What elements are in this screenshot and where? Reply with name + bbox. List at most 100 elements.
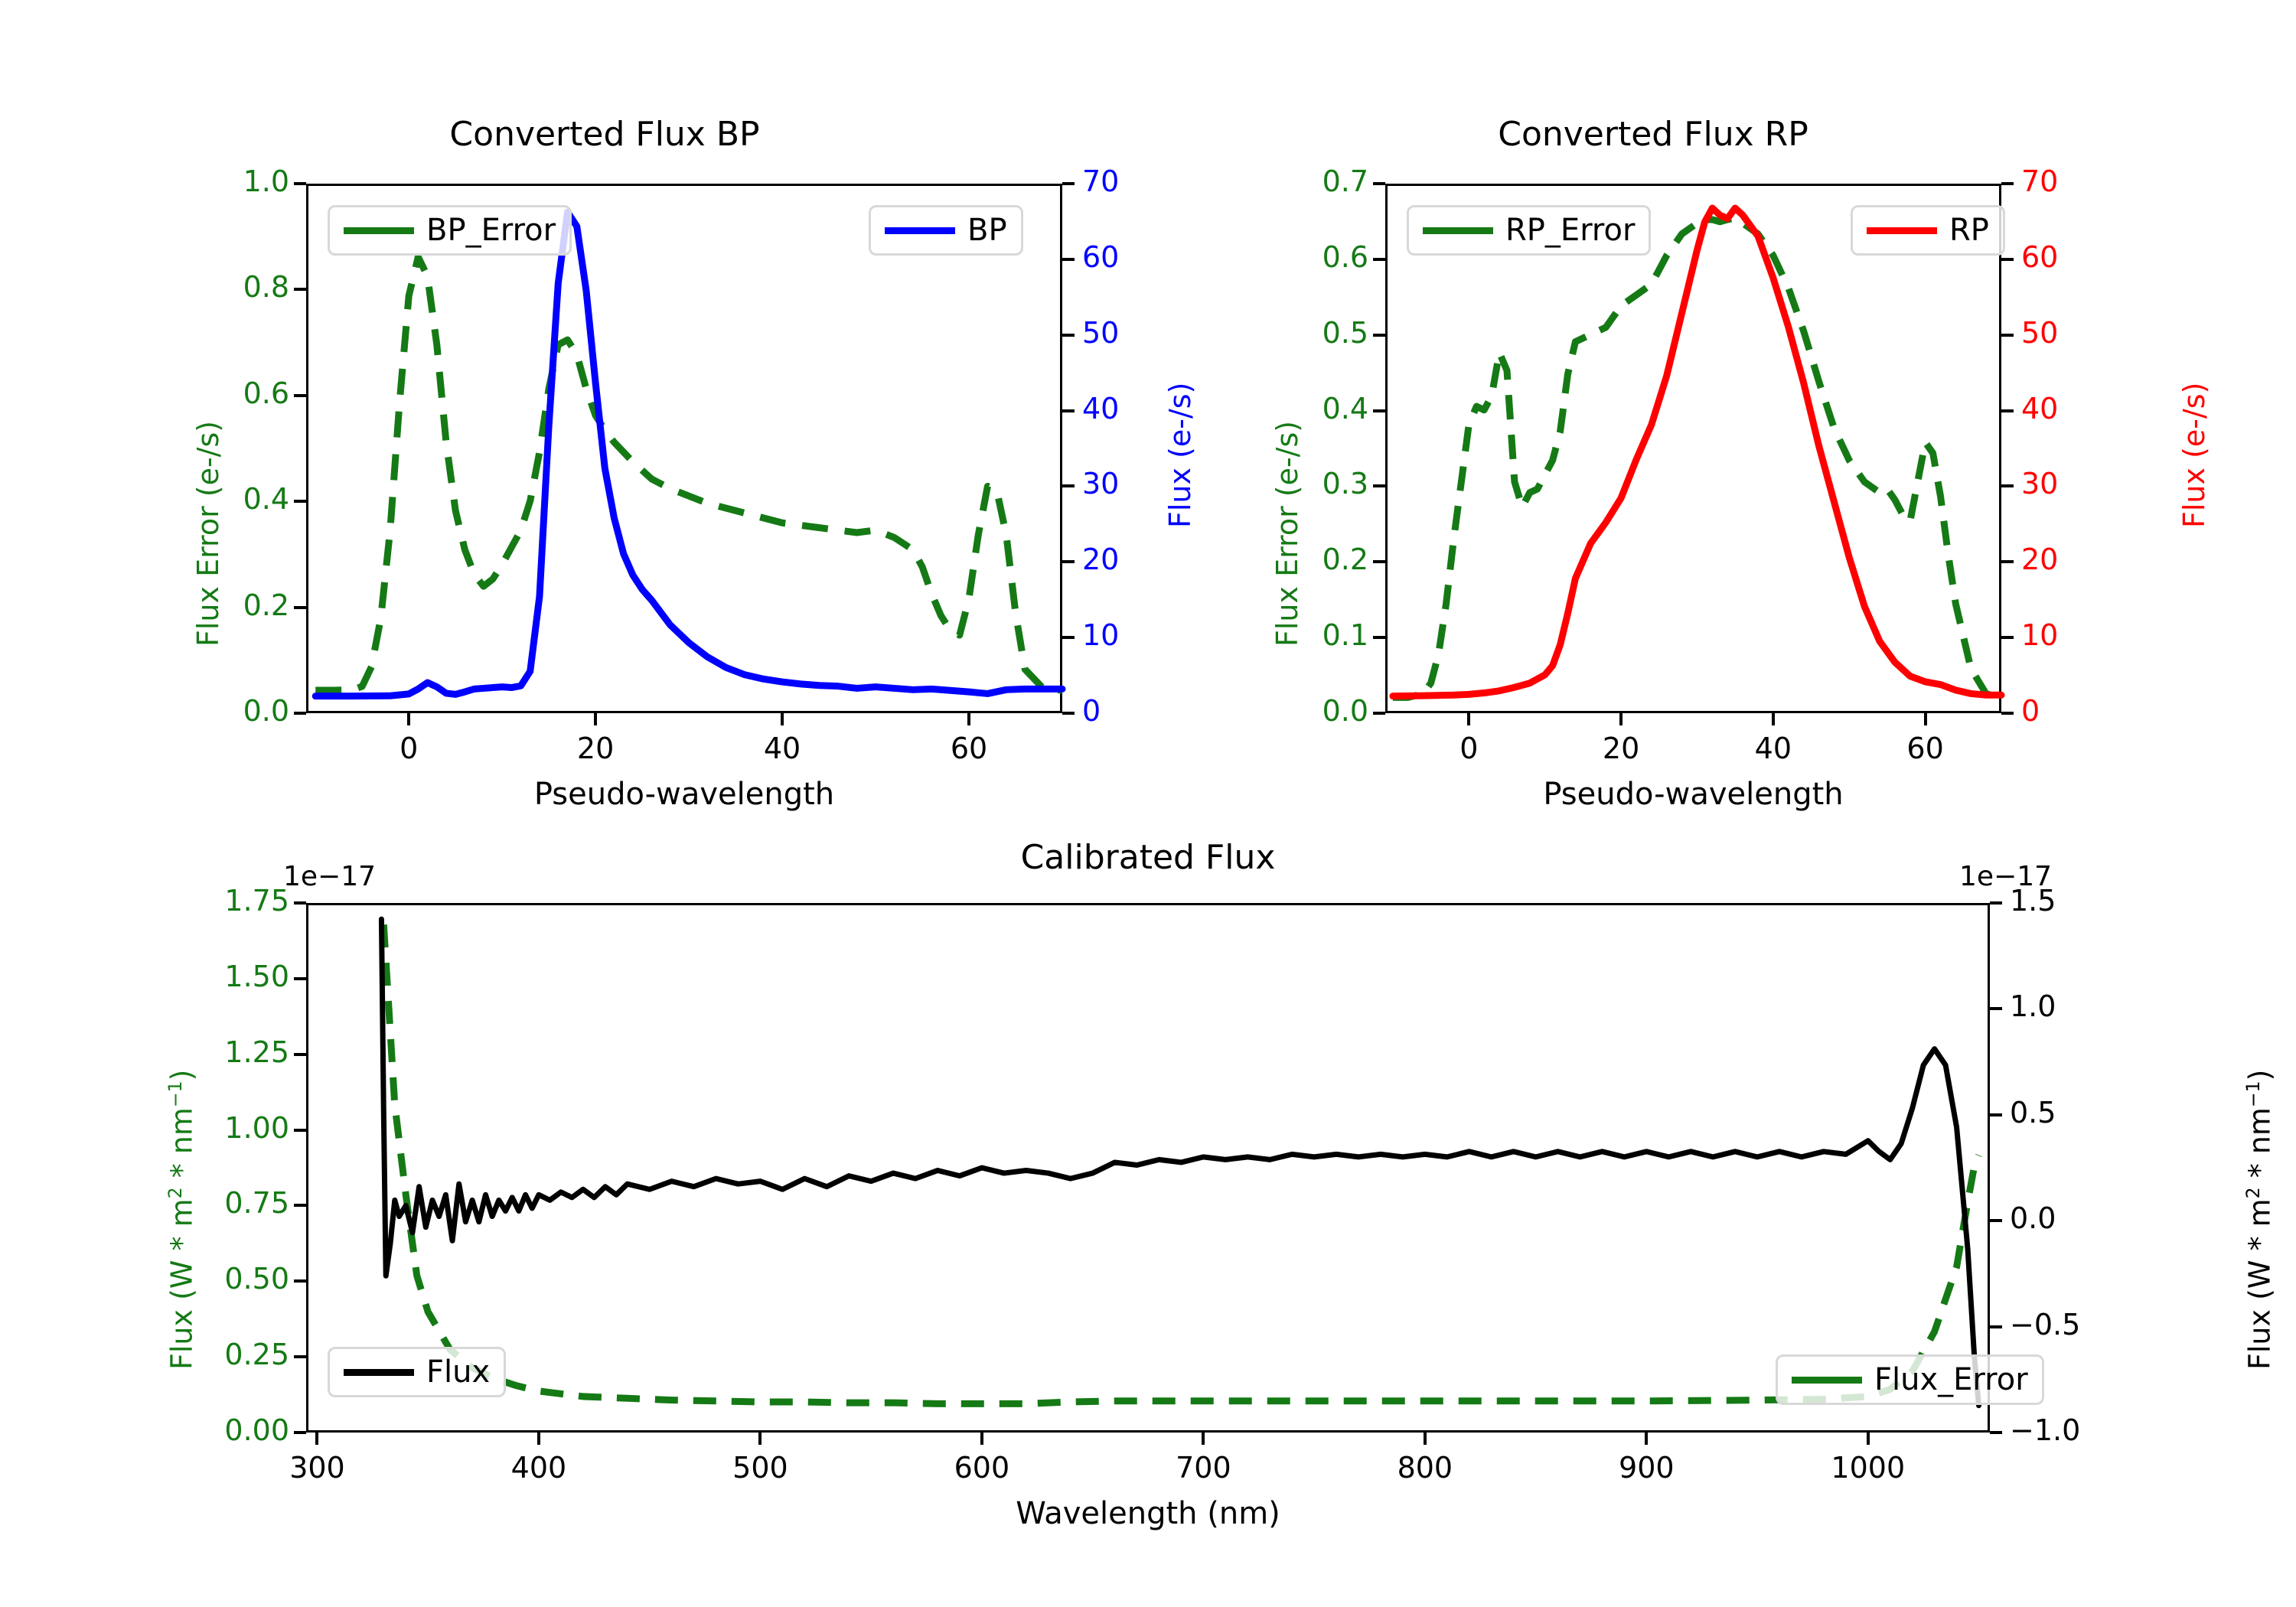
rp-legend-error[interactable]: RP_Error bbox=[1407, 205, 1652, 256]
bp-legend-error[interactable]: BP_Error bbox=[328, 205, 572, 256]
tick-mark bbox=[1062, 560, 1075, 564]
tick-label: 0.3 bbox=[1322, 467, 1368, 501]
calibrated-plot-area bbox=[378, 916, 1982, 1409]
tick-mark bbox=[1467, 713, 1471, 725]
tick-mark bbox=[1062, 636, 1075, 640]
tick-label: 900 bbox=[1619, 1451, 1675, 1485]
tick-label: 1.25 bbox=[224, 1035, 289, 1069]
rp-legend-flux[interactable]: RP bbox=[1851, 205, 2005, 256]
tick-mark bbox=[294, 1279, 306, 1283]
tick-mark bbox=[1990, 1431, 2002, 1434]
tick-mark bbox=[294, 605, 306, 609]
bp-error-line bbox=[315, 253, 1063, 694]
rp-xlabel: Pseudo-wavelength bbox=[1543, 777, 1844, 812]
tick-label: 0 bbox=[1082, 694, 1101, 728]
tick-label: 0.8 bbox=[243, 270, 289, 305]
tick-mark bbox=[407, 713, 411, 725]
rp-flux-legend-label: RP bbox=[1949, 213, 1989, 248]
tick-mark bbox=[2001, 636, 2014, 640]
rp-axes-frame bbox=[1385, 184, 2001, 713]
bp-flux-line bbox=[311, 208, 1066, 700]
tick-label: 0.50 bbox=[224, 1262, 289, 1296]
tick-label: 60 bbox=[950, 732, 988, 765]
tick-mark bbox=[294, 393, 306, 397]
bp-flux-legend-swatch bbox=[885, 227, 955, 234]
tick-label: 0.6 bbox=[1322, 240, 1368, 274]
tick-mark bbox=[1373, 712, 1385, 715]
tick-label: 0.7 bbox=[1322, 165, 1368, 198]
rp-error-line bbox=[1392, 214, 2003, 701]
tick-label: 600 bbox=[954, 1451, 1010, 1485]
tick-mark bbox=[294, 1355, 306, 1359]
calibrated-flux-legend-label: Flux bbox=[426, 1354, 491, 1390]
tick-mark bbox=[2001, 333, 2014, 337]
tick-label: 10 bbox=[1082, 618, 1120, 653]
calibrated-ylabel-right: Flux (W * m2 * nm−1) bbox=[2242, 1069, 2277, 1370]
bp-axes-frame bbox=[306, 184, 1062, 713]
tick-mark bbox=[315, 1433, 319, 1445]
calibrated-ylabel-left: Flux (W * m2 * nm−1) bbox=[165, 1069, 199, 1370]
tick-mark bbox=[1373, 257, 1385, 261]
tick-label: −1.0 bbox=[2010, 1413, 2081, 1447]
tick-label: 0.6 bbox=[243, 376, 289, 410]
tick-mark bbox=[2001, 257, 2014, 261]
rp-flux-legend-swatch bbox=[1867, 227, 1937, 234]
tick-mark bbox=[1866, 1433, 1870, 1445]
rp-flux-line bbox=[1389, 204, 2005, 700]
tick-label: 0.5 bbox=[2010, 1095, 2056, 1129]
bp-title: Converted Flux BP bbox=[449, 115, 760, 154]
calibrated-error-legend-swatch bbox=[1792, 1376, 1862, 1384]
tick-mark bbox=[294, 1431, 306, 1434]
tick-mark bbox=[1373, 182, 1385, 185]
tick-mark bbox=[781, 713, 784, 725]
bp-ylabel-left: Flux Error (e-/s) bbox=[191, 420, 225, 647]
tick-label: 0.4 bbox=[1322, 391, 1368, 425]
tick-label: 0.25 bbox=[224, 1338, 289, 1372]
tick-label: 20 bbox=[1082, 543, 1120, 577]
tick-label: 40 bbox=[1754, 732, 1792, 765]
tick-label: 400 bbox=[510, 1451, 567, 1485]
tick-mark bbox=[2001, 484, 2014, 488]
tick-label: 1000 bbox=[1831, 1451, 1906, 1485]
tick-label: 0.4 bbox=[243, 482, 289, 517]
tick-mark bbox=[2001, 712, 2014, 715]
tick-label: 0.0 bbox=[243, 694, 289, 728]
calibrated-offset-right: 1e−17 bbox=[1959, 861, 2053, 892]
tick-label: 50 bbox=[1082, 315, 1120, 350]
tick-label: 40 bbox=[1082, 391, 1120, 425]
bp-legend-flux[interactable]: BP bbox=[869, 205, 1023, 256]
tick-mark bbox=[1990, 1325, 2002, 1328]
tick-mark bbox=[1202, 1433, 1205, 1445]
tick-label: 70 bbox=[1082, 165, 1120, 198]
tick-label: 300 bbox=[289, 1451, 345, 1485]
rp-error-legend-swatch bbox=[1423, 227, 1493, 234]
tick-mark bbox=[1619, 713, 1623, 725]
tick-mark bbox=[1062, 484, 1075, 488]
tick-mark bbox=[2001, 182, 2014, 185]
bp-ylabel-right: Flux (e-/s) bbox=[1163, 382, 1197, 528]
tick-label: 0.0 bbox=[1322, 694, 1368, 728]
tick-label: 60 bbox=[2021, 240, 2059, 274]
tick-mark bbox=[294, 1128, 306, 1132]
tick-mark bbox=[294, 712, 306, 715]
calibrated-legend-error[interactable]: Flux_Error bbox=[1776, 1354, 2044, 1405]
tick-mark bbox=[294, 288, 306, 292]
tick-label: 0.2 bbox=[243, 588, 289, 622]
tick-mark bbox=[1062, 182, 1075, 185]
tick-mark bbox=[1923, 713, 1927, 725]
tick-label: 30 bbox=[1082, 467, 1120, 501]
tick-label: 0.1 bbox=[1322, 618, 1368, 653]
tick-label: 20 bbox=[576, 732, 615, 765]
bp-plot-area bbox=[311, 208, 1066, 700]
tick-mark bbox=[758, 1433, 762, 1445]
tick-label: 40 bbox=[763, 732, 801, 765]
tick-mark bbox=[1062, 257, 1075, 261]
tick-mark bbox=[1373, 560, 1385, 564]
calibrated-legend-flux[interactable]: Flux bbox=[328, 1347, 507, 1397]
tick-mark bbox=[294, 1204, 306, 1208]
tick-label: 20 bbox=[2021, 543, 2059, 577]
bp-error-legend-swatch bbox=[344, 227, 414, 234]
tick-mark bbox=[294, 1052, 306, 1056]
tick-label: 1.50 bbox=[224, 959, 289, 993]
tick-mark bbox=[1423, 1433, 1427, 1445]
